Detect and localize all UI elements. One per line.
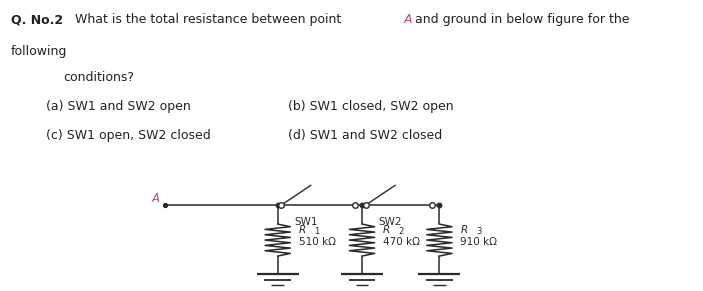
Text: SW2: SW2 — [378, 217, 402, 227]
Text: (c) SW1 open, SW2 closed: (c) SW1 open, SW2 closed — [46, 129, 210, 143]
Text: conditions?: conditions? — [63, 71, 134, 84]
Text: 3: 3 — [476, 228, 482, 236]
Text: R: R — [460, 225, 467, 235]
Text: 2: 2 — [399, 228, 404, 236]
Text: 470 kΩ: 470 kΩ — [383, 237, 420, 246]
Text: and ground in below figure for the: and ground in below figure for the — [411, 13, 630, 26]
Text: A: A — [404, 13, 412, 26]
Text: following: following — [11, 45, 67, 58]
Text: R: R — [383, 225, 390, 235]
Text: What is the total resistance between point: What is the total resistance between poi… — [67, 13, 346, 26]
Text: R: R — [299, 225, 306, 235]
Text: 510 kΩ: 510 kΩ — [299, 237, 336, 246]
Text: Q. No.2: Q. No.2 — [11, 13, 63, 26]
Text: (b) SW1 closed, SW2 open: (b) SW1 closed, SW2 open — [288, 100, 454, 113]
Text: SW1: SW1 — [294, 217, 318, 227]
Text: 1: 1 — [314, 228, 319, 236]
Text: (d) SW1 and SW2 closed: (d) SW1 and SW2 closed — [288, 129, 442, 143]
Text: 910 kΩ: 910 kΩ — [460, 237, 498, 246]
Text: (a) SW1 and SW2 open: (a) SW1 and SW2 open — [46, 100, 191, 113]
Text: A: A — [152, 191, 160, 205]
